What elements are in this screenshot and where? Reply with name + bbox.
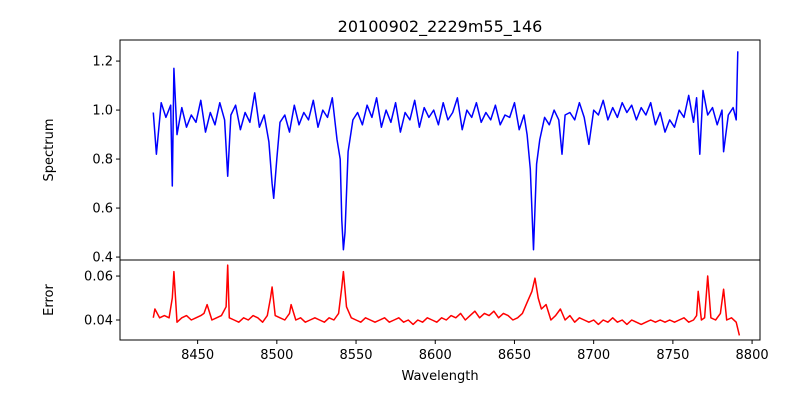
error-axes-frame [119,259,761,341]
x-tick-label: 8650 [498,348,531,363]
y-axis-label-spectrum: Spectrum [42,119,57,182]
x-axis-label: Wavelength [401,369,478,384]
y-tick-label: 0.6 [92,202,113,217]
x-tick-label: 8800 [736,348,769,363]
x-tick-label: 8500 [260,348,293,363]
spectrum-line [152,51,739,251]
x-tick-label: 8550 [339,348,372,363]
y-tick-label: 0.06 [84,270,113,285]
y-tick-label: 0.8 [92,153,113,168]
spectrum-panel: 0.4 0.6 0.8 1.0 1.2 [92,39,761,266]
x-tick-label: 8600 [419,348,452,363]
x-tick-label: 8450 [181,348,214,363]
y-tick-label: 0.04 [84,314,113,329]
chart-title: 20100902_2229m55_146 [338,17,543,37]
y-tick-label: 1.0 [92,104,113,119]
x-tick-label: 8750 [656,348,689,363]
x-tick-label: 8700 [577,348,610,363]
error-panel: 0.04 0.06 8450 8500 8550 8600 8650 8700 8750 8800 [84,259,769,363]
y-axis-label-error: Error [42,284,57,316]
y-tick-label: 0.4 [92,251,113,266]
spectrum-axes-frame [119,39,761,261]
error-line [152,264,741,336]
y-tick-label: 1.2 [92,55,113,70]
